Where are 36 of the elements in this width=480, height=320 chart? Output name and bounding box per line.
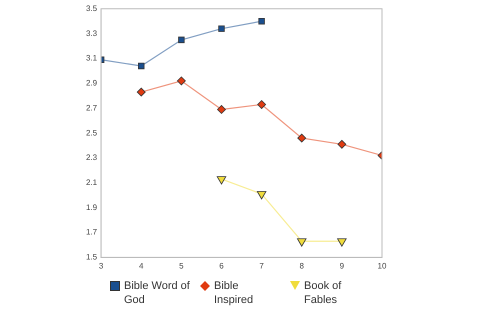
x-tick-label: 10 <box>378 261 387 270</box>
y-tick-label: 1.5 <box>86 252 98 262</box>
x-tick-label: 4 <box>139 261 144 270</box>
y-tick-label: 1.9 <box>86 202 98 212</box>
point <box>337 238 347 247</box>
y-tick-label: 2.5 <box>86 128 98 138</box>
legend-label: Bible Word of God <box>124 279 190 307</box>
y-tick-label: 2.1 <box>86 178 98 188</box>
point <box>257 100 266 109</box>
legend-label: Bible Inspired <box>214 279 254 307</box>
legend-label: Book of Fables <box>304 279 342 307</box>
point <box>258 18 265 24</box>
y-tick-label: 2.9 <box>86 78 98 88</box>
x-tick-label: 6 <box>219 261 224 270</box>
point <box>216 176 226 184</box>
y-tick-label: 3.3 <box>86 28 98 38</box>
y-tick-label: 1.7 <box>86 228 98 237</box>
point <box>178 36 185 44</box>
y-tick-label: 3.1 <box>86 54 98 63</box>
x-tick-label: 5 <box>179 261 184 270</box>
x-tick-label: 7 <box>259 261 264 270</box>
x-tick-label: 9 <box>340 261 345 270</box>
point <box>218 25 225 32</box>
y-tick-label: 2.7 <box>86 103 98 112</box>
point <box>136 88 146 96</box>
point <box>217 105 226 114</box>
point <box>297 134 306 142</box>
x-tick-label: 8 <box>300 261 305 270</box>
point <box>337 140 346 149</box>
point <box>176 76 186 86</box>
point <box>138 62 144 70</box>
point <box>256 191 266 200</box>
x-tick-label: 3 <box>98 261 104 270</box>
y-tick-label: 2.3 <box>86 153 98 162</box>
y-tick-label: 3.5 <box>86 4 98 14</box>
point <box>297 238 306 247</box>
